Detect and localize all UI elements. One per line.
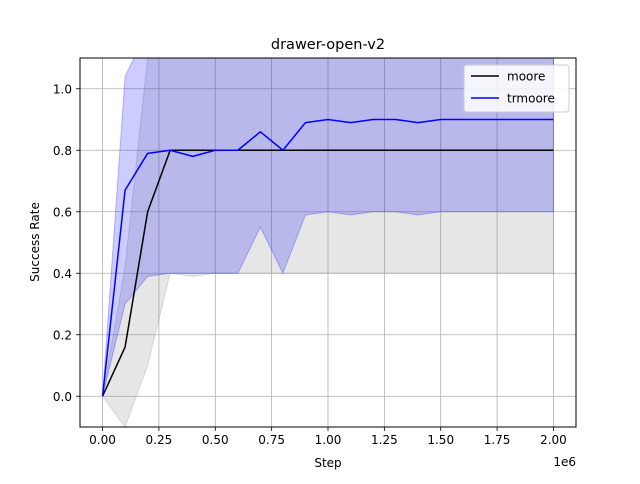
x-tick-label: 1.50 bbox=[427, 433, 454, 447]
y-axis-ticks: 0.0 0.2 0.4 0.6 0.8 1.0 bbox=[53, 82, 80, 404]
x-tick-label: 2.00 bbox=[540, 433, 567, 447]
legend-label-moore: moore bbox=[507, 70, 545, 84]
y-tick-label: 0.6 bbox=[53, 205, 72, 219]
y-tick-label: 1.0 bbox=[53, 82, 72, 96]
x-axis-ticks: 0.00 0.25 0.50 0.75 1.00 1.25 1.50 1.75 2.00 bbox=[89, 427, 567, 447]
x-tick-label: 1.75 bbox=[484, 433, 511, 447]
y-tick-label: 0.2 bbox=[53, 328, 72, 342]
x-tick-label: 0.00 bbox=[89, 433, 116, 447]
x-tick-label: 0.50 bbox=[202, 433, 229, 447]
x-axis-offset-text: 1e6 bbox=[553, 455, 576, 469]
x-axis-label: Step bbox=[314, 456, 341, 470]
y-tick-label: 0.0 bbox=[53, 390, 72, 404]
y-tick-label: 0.8 bbox=[53, 144, 72, 158]
x-tick-label: 1.25 bbox=[371, 433, 398, 447]
trmoore-line bbox=[101, 118, 554, 397]
x-tick-label: 1.00 bbox=[315, 433, 342, 447]
legend: moore trmoore bbox=[463, 64, 570, 113]
moore-line bbox=[101, 149, 554, 397]
y-axis-label: Success Rate bbox=[28, 202, 42, 282]
chart-title: drawer-open-v2 bbox=[271, 37, 385, 53]
x-tick-label: 0.75 bbox=[258, 433, 285, 447]
y-tick-label: 0.4 bbox=[53, 267, 72, 281]
series-lines bbox=[101, 118, 554, 397]
legend-label-trmoore: trmoore bbox=[507, 92, 555, 106]
x-tick-label: 0.25 bbox=[146, 433, 173, 447]
